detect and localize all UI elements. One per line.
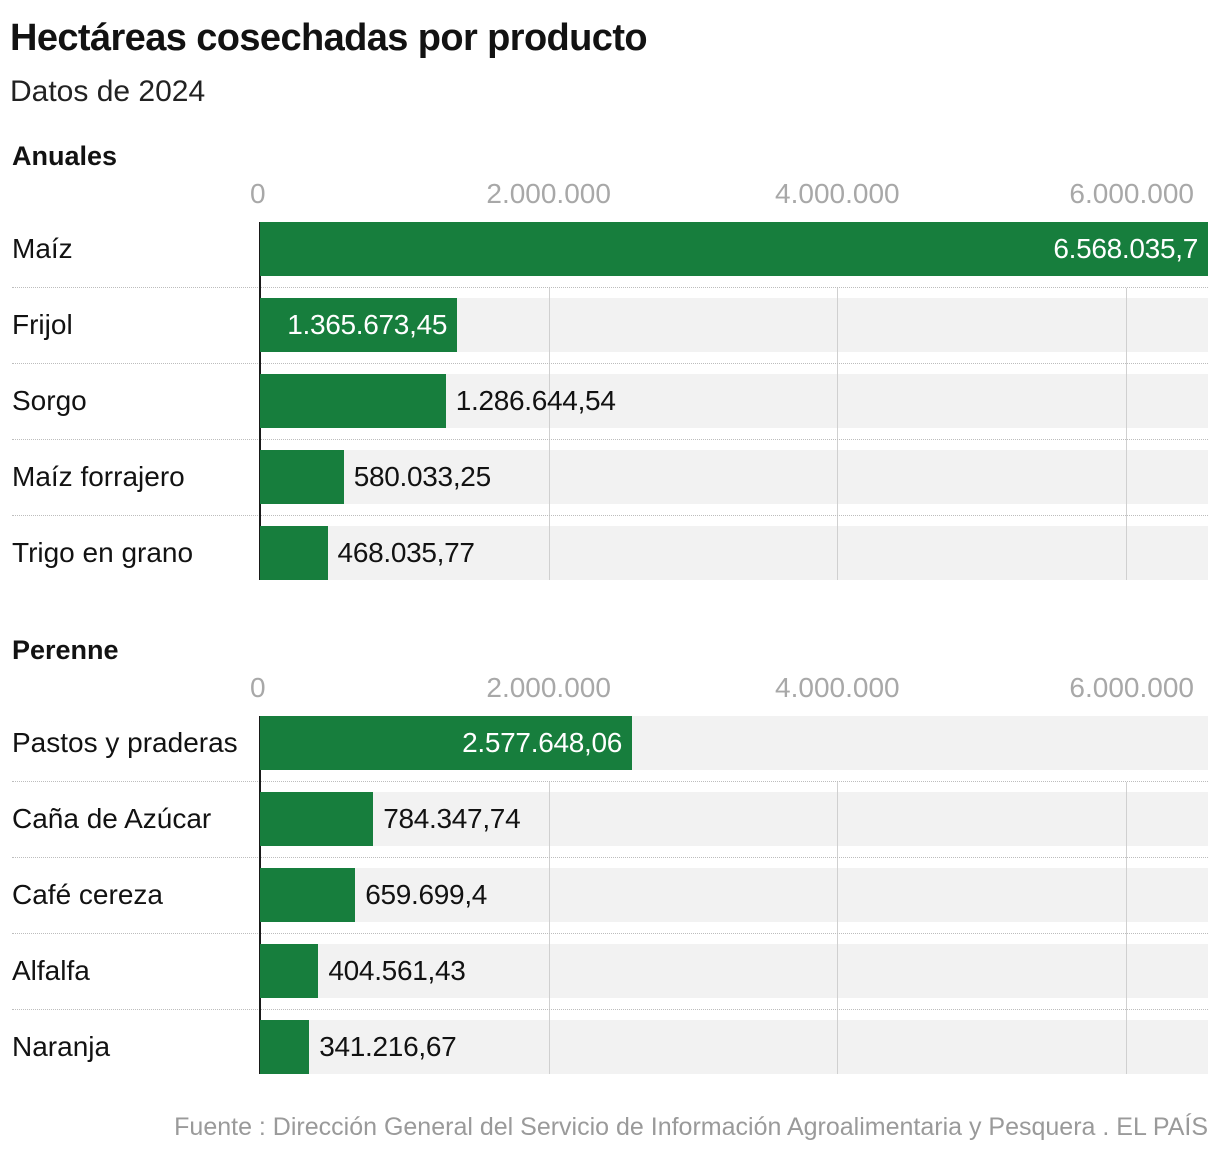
value-label: 404.561,43 [328,955,466,986]
gridline [549,288,550,580]
category-label: Trigo en grano [12,537,194,568]
value-label: 580.033,25 [353,461,491,492]
row-background [259,1020,1208,1074]
value-label: 6.568.035,7 [1053,233,1198,264]
x-tick-label: 0 [250,672,266,703]
row-separator [12,515,1208,516]
row-separator [12,439,1208,440]
chart-subtitle: Datos de 2024 [10,75,206,108]
gridline [837,288,838,580]
gridline [837,782,838,1074]
x-tick-label: 6.000.000 [1069,672,1194,703]
row-separator [12,933,1208,934]
gridline [1126,288,1127,580]
row-separator [12,1009,1208,1010]
x-tick-label: 2.000.000 [486,178,611,209]
category-label: Maíz forrajero [12,461,185,492]
value-label: 341.216,67 [319,1031,457,1062]
category-label: Naranja [12,1031,111,1062]
value-label: 784.347,74 [383,803,521,834]
panel-title: Perenne [12,635,119,665]
row-background [259,944,1208,998]
category-label: Pastos y praderas [12,727,238,758]
category-label: Caña de Azúcar [12,803,212,834]
row-background [259,868,1208,922]
bar-sorgo [260,374,446,428]
row-separator [12,781,1208,782]
row-background [259,450,1208,504]
gridline [1126,782,1127,1074]
bar-maiz [260,222,1208,276]
panel-anuales: Anuales 0 2.000.000 4.000.000 6.000.000 Maíz… [0,138,1220,588]
row-background [259,792,1208,846]
x-tick-label: 4.000.000 [775,672,900,703]
value-label: 1.286.644,54 [455,385,616,416]
x-tick-label: 6.000.000 [1069,178,1194,209]
value-label: 659.699,4 [365,879,488,910]
bar-cana-de-azucar [260,792,374,846]
category-label: Frijol [12,309,73,340]
bar-pastos-y-praderas [260,716,633,770]
bar-cafe-cereza [260,868,356,922]
x-tick-label: 4.000.000 [775,178,900,209]
bar-maiz-forrajero [260,450,344,504]
row-separator [12,287,1208,288]
chart-title: Hectáreas cosechadas por producto [10,17,648,59]
category-label: Café cereza [12,879,163,910]
x-tick-label: 2.000.000 [486,672,611,703]
value-label: 468.035,77 [337,537,475,568]
bar-frijol [260,298,458,352]
source-note: Fuente : Dirección General del Servicio … [174,1113,1208,1141]
x-tick-label: 0 [250,178,266,209]
bar-naranja [260,1020,310,1074]
gridline [549,782,550,1074]
panel-title: Anuales [12,141,118,171]
category-label: Alfalfa [12,955,90,986]
bar-alfalfa [260,944,319,998]
bar-trigo-en-grano [260,526,328,580]
category-label: Sorgo [12,385,87,416]
category-label: Maíz [12,233,73,264]
row-background [259,526,1208,580]
row-separator [12,857,1208,858]
panel-perenne: Perenne 0 2.000.000 4.000.000 6.000.000 Past… [0,632,1220,1082]
value-label: 1.365.673,45 [287,309,448,340]
value-label: 2.577.648,06 [462,727,623,758]
row-separator [12,363,1208,364]
